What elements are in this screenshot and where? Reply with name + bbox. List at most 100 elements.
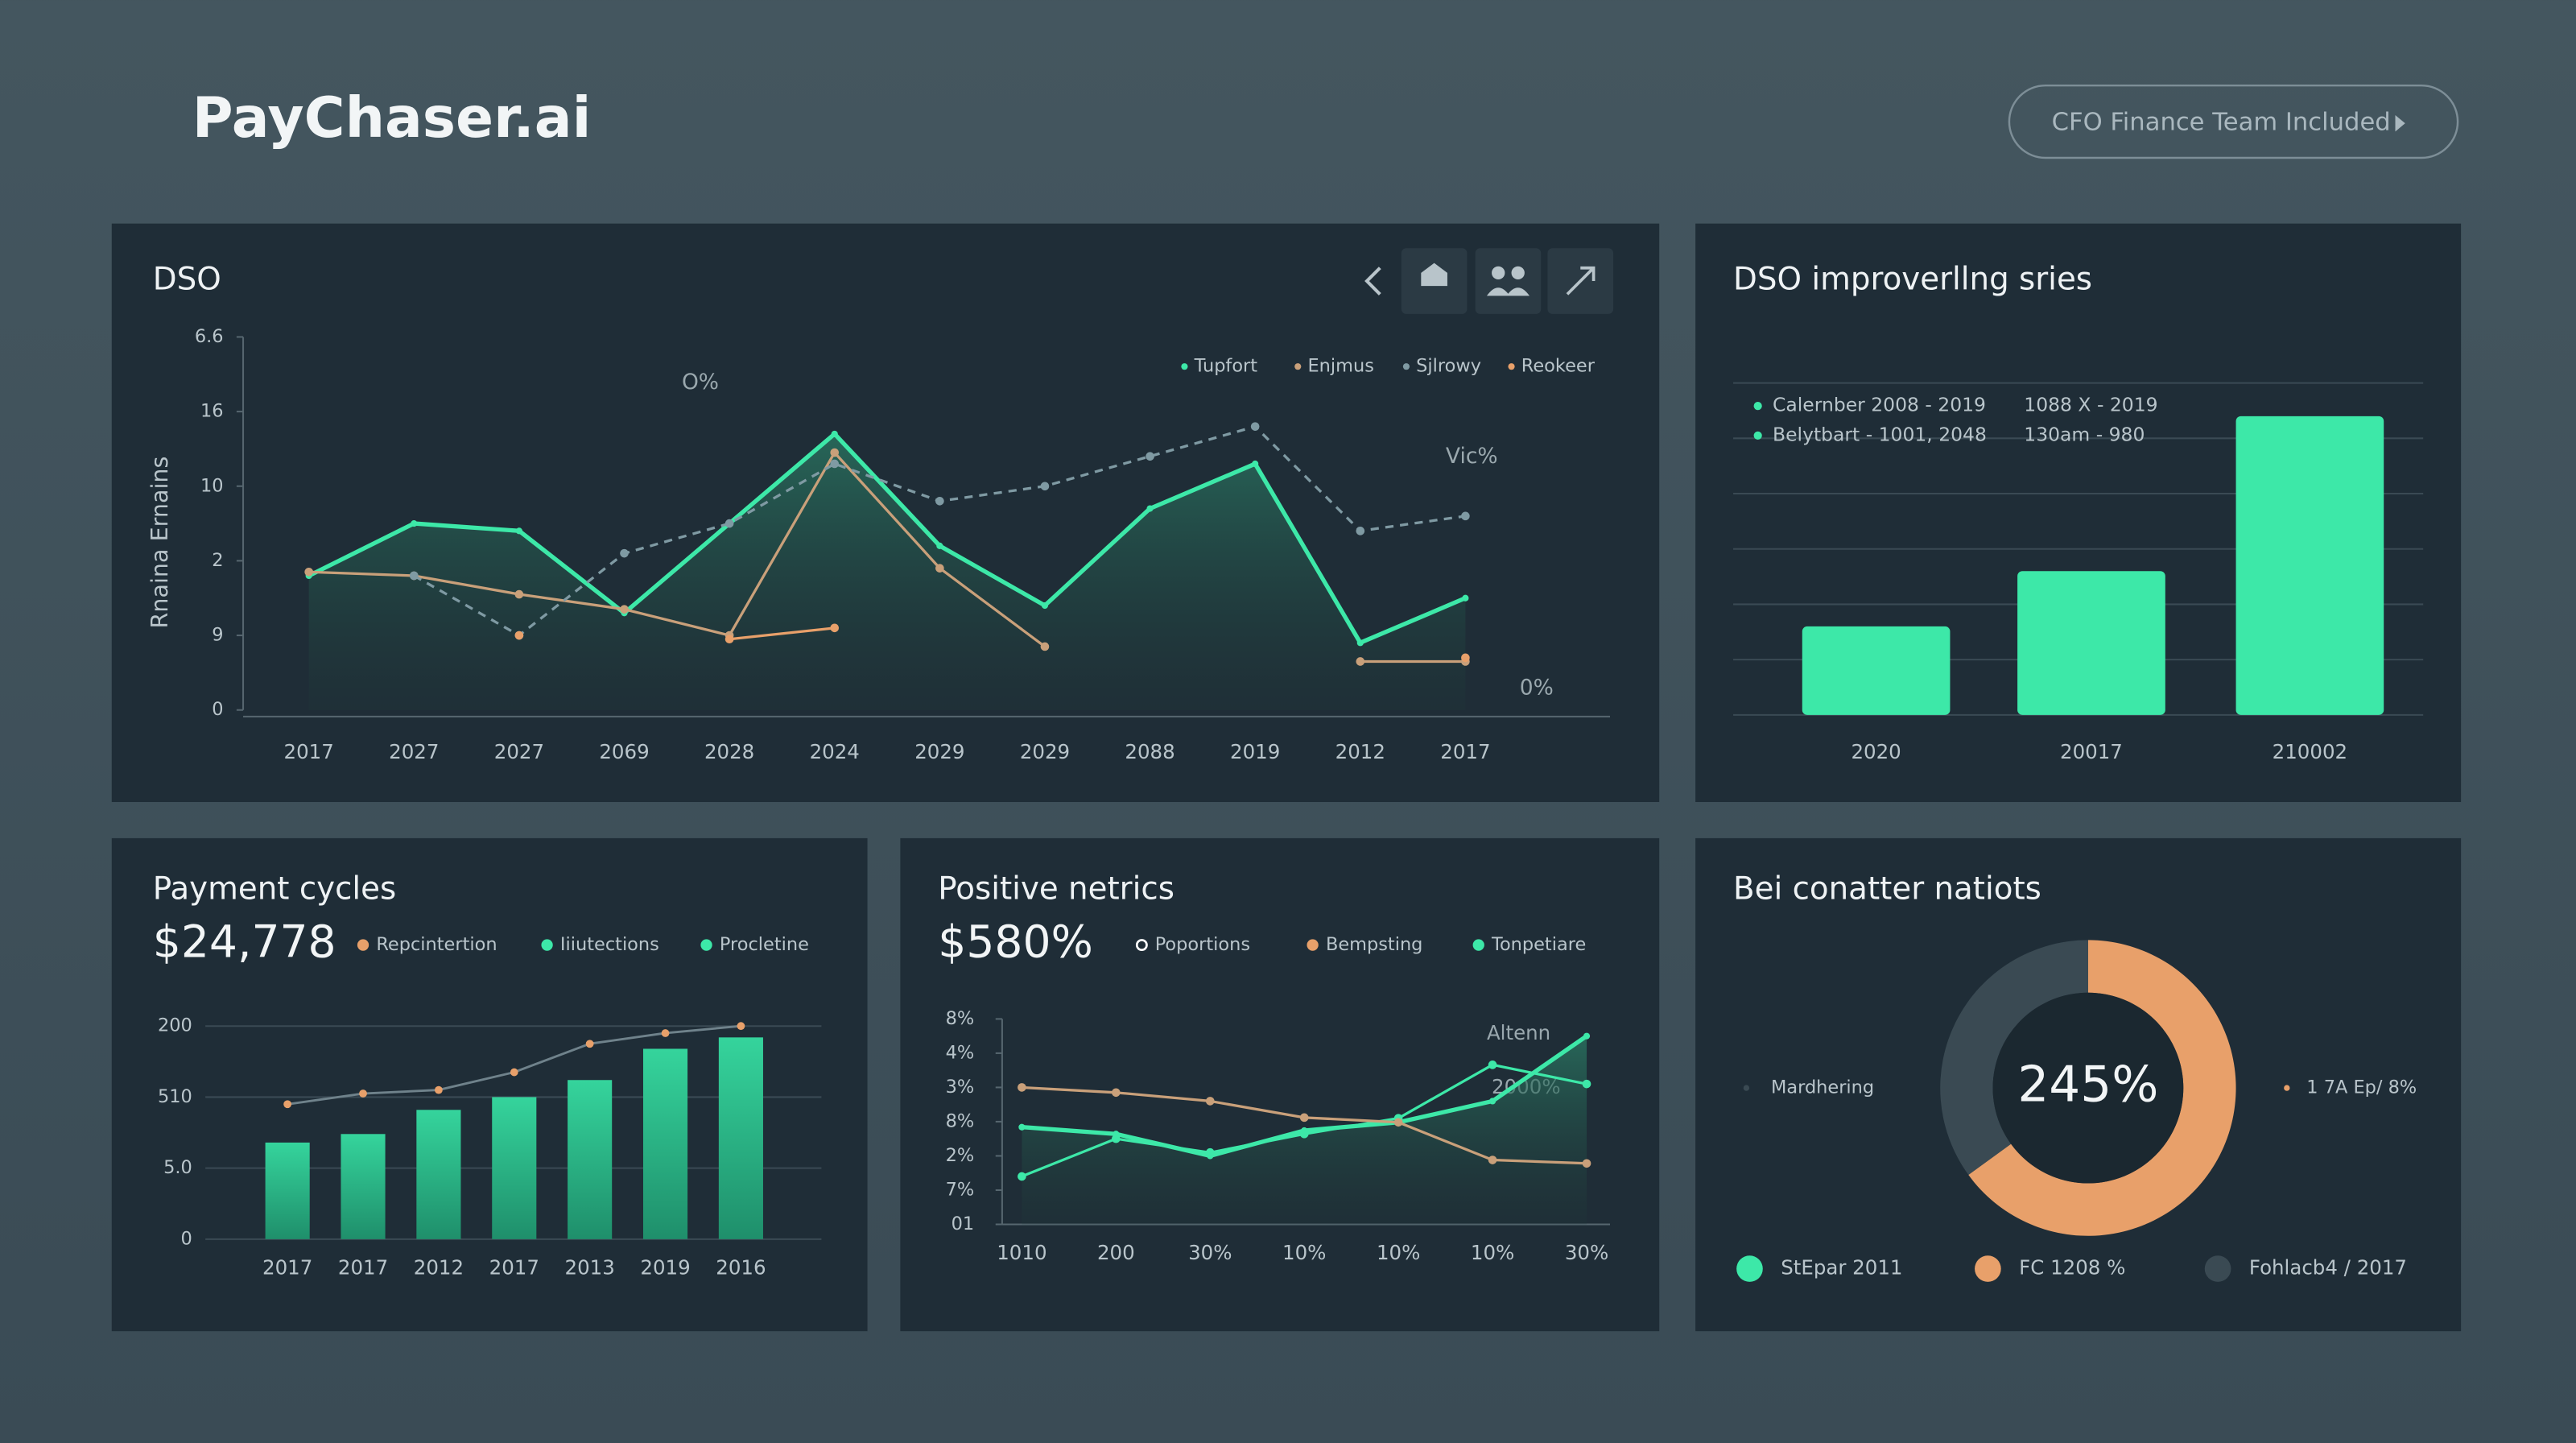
button-arrow[interactable] xyxy=(2395,114,2405,132)
back-icon[interactable] xyxy=(1364,267,1381,296)
y-tick-label: 9 xyxy=(212,625,223,646)
y-tick-label: 4% xyxy=(946,1042,975,1063)
point xyxy=(1299,1129,1309,1139)
legend-label: Tonpetiare xyxy=(1491,934,1586,955)
legend-swatch xyxy=(357,939,369,951)
button-outline[interactable] xyxy=(2008,84,2459,159)
x-tick-label: 2029 xyxy=(1020,740,1070,763)
point xyxy=(283,1100,292,1109)
expand-icon[interactable] xyxy=(1566,266,1596,296)
bar xyxy=(2017,571,2165,715)
annotation: Vic% xyxy=(1446,444,1498,469)
x-tick-label: 2017 xyxy=(338,1256,388,1280)
bar xyxy=(492,1097,537,1239)
point xyxy=(435,1085,443,1094)
x-tick-label: 2017 xyxy=(284,740,334,763)
y-tick-label: 200 xyxy=(158,1015,192,1036)
point xyxy=(830,459,840,469)
line xyxy=(308,451,1466,664)
legend-label: Tupfort xyxy=(1194,356,1258,377)
point xyxy=(1112,1134,1121,1143)
legend-label: Sjlrowy xyxy=(1416,356,1481,377)
legend-note: 1088 X - 2019 xyxy=(2024,394,2157,416)
point xyxy=(1488,1061,1497,1069)
bar xyxy=(642,1048,688,1239)
center-label: 245% xyxy=(2017,1056,2158,1114)
x-tick-label: 30% xyxy=(1188,1241,1232,1264)
point xyxy=(1252,460,1259,468)
legend-swatch xyxy=(1135,939,1148,951)
panel-title: DSO xyxy=(153,262,221,298)
users-icon[interactable] xyxy=(1511,266,1525,280)
point xyxy=(661,1029,670,1037)
bar xyxy=(416,1110,461,1239)
point xyxy=(1582,1079,1591,1089)
point xyxy=(1582,1159,1591,1168)
legend-label: Fohlacb4 / 2017 xyxy=(2249,1256,2407,1280)
point xyxy=(1488,1156,1497,1164)
x-tick-label: 210002 xyxy=(2273,740,2347,763)
legend-label: StEpar 2011 xyxy=(1781,1256,1902,1280)
y-tick-label: 6.6 xyxy=(195,326,224,347)
x-tick-label: 2017 xyxy=(489,1256,539,1280)
users-icon[interactable] xyxy=(1486,287,1530,296)
point xyxy=(1041,602,1049,610)
point xyxy=(1461,653,1470,663)
label-dot xyxy=(2284,1085,2290,1091)
point xyxy=(1356,639,1364,647)
point xyxy=(830,448,840,457)
point xyxy=(514,589,524,599)
point xyxy=(620,548,629,558)
point xyxy=(1356,527,1365,535)
legend-swatch xyxy=(1181,363,1188,370)
legend-label: Poportions xyxy=(1155,934,1250,955)
x-tick-label: 2088 xyxy=(1125,740,1174,763)
x-tick-label: 2012 xyxy=(414,1256,464,1280)
point xyxy=(515,527,522,535)
point xyxy=(935,564,944,573)
point xyxy=(514,631,524,640)
point xyxy=(1018,1172,1026,1181)
point xyxy=(1018,1123,1026,1131)
x-tick-label: 2020 xyxy=(1851,740,1901,763)
x-tick-label: 30% xyxy=(1565,1241,1608,1264)
legend-swatch xyxy=(1508,363,1515,370)
point xyxy=(724,519,734,528)
point xyxy=(1112,1088,1121,1098)
point xyxy=(411,520,418,527)
point xyxy=(510,1068,518,1077)
panel-title: Bei conatter natiots xyxy=(1733,871,2041,908)
area xyxy=(308,433,1466,710)
y-tick-label: 16 xyxy=(200,401,224,422)
annotation: Altenn xyxy=(1487,1021,1550,1044)
point xyxy=(1461,511,1470,521)
panel-title: Payment cycles xyxy=(153,871,396,908)
legend-swatch xyxy=(541,939,553,951)
button-label[interactable]: CFO Finance Team Included xyxy=(2052,109,2391,137)
header-button[interactable]: CFO Finance Team Included xyxy=(2008,84,2459,159)
legend-swatch xyxy=(1753,431,1762,440)
point xyxy=(1393,1118,1403,1127)
panel-title: DSO improverllng sries xyxy=(1733,262,2092,298)
point xyxy=(304,568,313,577)
line xyxy=(308,432,1467,645)
panel-title: Positive netrics xyxy=(938,871,1174,908)
x-tick-label: 2027 xyxy=(389,740,439,763)
users-button[interactable] xyxy=(1475,248,1542,314)
legend-swatch xyxy=(1753,402,1762,411)
x-tick-label: 2017 xyxy=(1440,740,1490,763)
users-icon[interactable] xyxy=(1492,266,1505,280)
segment-label: 1 7A Ep/ 8% xyxy=(2306,1077,2417,1098)
point xyxy=(737,1022,745,1031)
x-tick-label: 200 xyxy=(1097,1241,1135,1264)
x-tick-label: 2027 xyxy=(494,740,544,763)
point xyxy=(1205,1097,1215,1106)
point xyxy=(1146,452,1154,461)
point xyxy=(831,430,838,437)
point xyxy=(935,496,944,506)
home-icon[interactable] xyxy=(1421,263,1447,287)
panel-kpi: $580% xyxy=(938,916,1093,968)
y-tick-label: 2 xyxy=(212,550,223,571)
